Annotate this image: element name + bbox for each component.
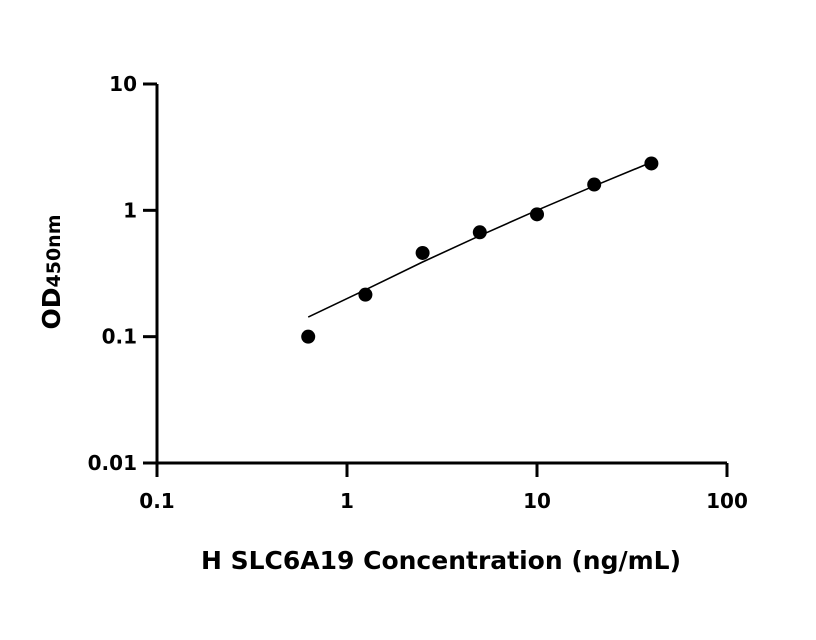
y-axis-title: OD450nm (37, 214, 66, 329)
data-point (358, 287, 373, 302)
x-tick-label: 1 (340, 489, 354, 513)
data-points-layer (301, 156, 659, 344)
data-point (415, 245, 430, 260)
y-axis-title-subscript: 450nm (43, 214, 65, 287)
x-tick-label: 100 (706, 489, 748, 513)
data-point (301, 329, 316, 344)
y-tick-label: 0.01 (88, 451, 137, 475)
data-point (530, 207, 544, 222)
x-axis-title: H SLC6A19 Concentration (ng/mL) (201, 546, 681, 575)
x-tick-label: 10 (523, 489, 551, 513)
y-tick-label: 0.1 (102, 325, 137, 349)
y-tick-label: 10 (109, 72, 137, 96)
axes (155, 84, 727, 465)
data-point (472, 225, 487, 240)
y-axis-title-main: OD (37, 287, 66, 329)
data-point (644, 156, 659, 171)
data-point (587, 177, 602, 192)
y-tick-label: 1 (123, 198, 137, 222)
x-tick-label: 0.1 (139, 489, 174, 513)
